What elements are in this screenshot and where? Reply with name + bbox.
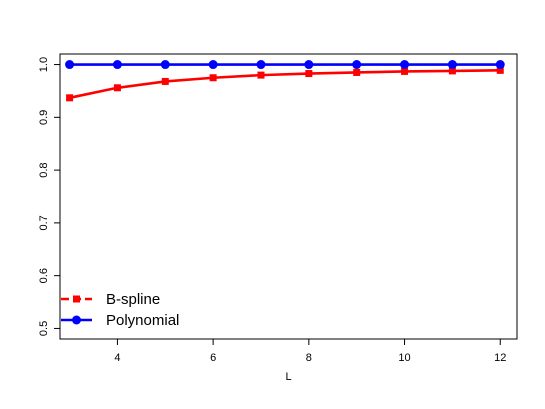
legend-marker — [73, 295, 80, 303]
y-axis: 0.5 0.6 0.7 0.8 0.9 1.0 — [38, 57, 61, 336]
data-point — [257, 71, 265, 79]
data-point — [113, 84, 121, 92]
data-point — [66, 94, 74, 102]
y-tick-label: 0.7 — [38, 215, 50, 230]
y-tick-label: 0.5 — [38, 321, 50, 336]
data-point — [400, 60, 410, 70]
series-b-spline — [66, 66, 504, 102]
legend-item: B-spline — [61, 291, 160, 308]
data-point — [161, 77, 169, 85]
series-layer — [65, 60, 505, 102]
data-point — [305, 70, 313, 78]
x-tick-label: 4 — [114, 352, 120, 364]
data-point — [495, 60, 505, 70]
legend-item: Polynomial — [61, 312, 179, 329]
y-tick-label: 0.9 — [38, 110, 50, 125]
data-point — [208, 60, 218, 70]
y-tick-label: 0.6 — [38, 268, 50, 283]
legend-marker — [72, 315, 81, 325]
data-point — [112, 60, 122, 70]
data-point — [160, 60, 170, 70]
y-tick-label: 0.8 — [38, 162, 50, 177]
y-tick-label: 1.0 — [38, 57, 50, 72]
series-polynomial — [65, 60, 505, 70]
data-point — [401, 67, 409, 75]
data-point — [448, 67, 456, 75]
x-axis: 4 6 8 10 12 — [114, 338, 506, 364]
legend-label: Polynomial — [106, 312, 179, 329]
data-point — [65, 60, 75, 70]
legend-label: B-spline — [106, 291, 160, 308]
data-point — [352, 60, 362, 70]
x-tick-label: 12 — [494, 352, 506, 364]
x-tick-label: 6 — [210, 352, 216, 364]
x-tick-label: 10 — [398, 352, 410, 364]
data-point — [447, 60, 457, 70]
legend: B-spline Polynomial — [61, 291, 179, 329]
data-point — [496, 66, 504, 74]
x-axis-label: L — [285, 371, 291, 383]
data-point — [353, 68, 361, 76]
series-line — [69, 69, 501, 100]
data-point — [304, 60, 314, 70]
data-point — [209, 74, 217, 82]
data-point — [256, 60, 266, 70]
x-tick-label: 8 — [306, 352, 312, 364]
